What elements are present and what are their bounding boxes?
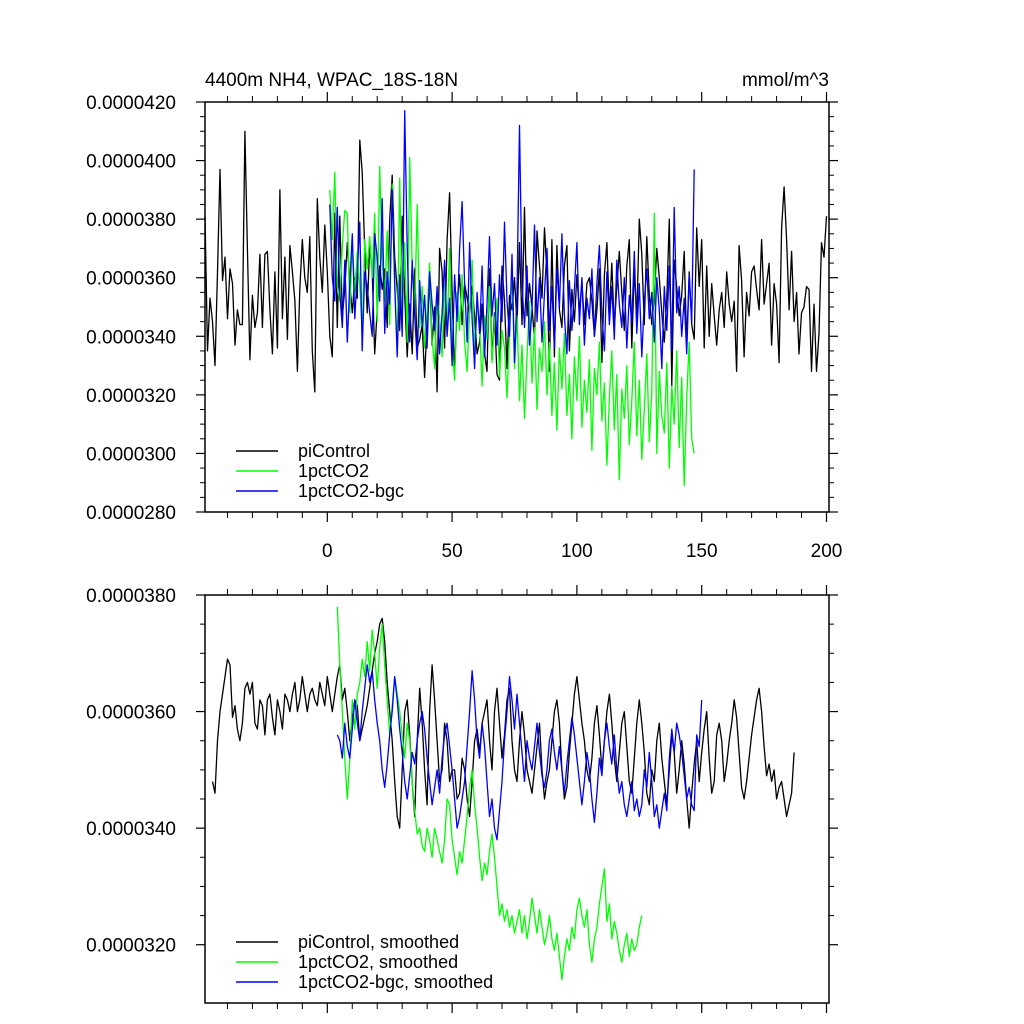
- legend-label: 1pctCO2: [298, 461, 369, 481]
- y-tick-label: 0.0000360: [86, 269, 176, 290]
- top-panel-title: 4400m NH4, WPAC_18S-18N: [205, 70, 458, 91]
- y-tick-label: 0.0000340: [86, 819, 176, 840]
- y-tick-label: 0.0000280: [86, 503, 176, 524]
- y-tick-label: 0.0000400: [86, 152, 176, 173]
- legend-label: 1pctCO2-bgc, smoothed: [298, 972, 493, 992]
- series-line-1pctco2-smoothed: [336, 606, 643, 981]
- y-tick-label: 0.0000340: [86, 327, 176, 348]
- legend-label: 1pctCO2, smoothed: [298, 952, 458, 972]
- series-line-picontrol-smoothed: [211, 617, 795, 829]
- x-tick-label: 100: [561, 541, 593, 562]
- y-tick-label: 0.0000360: [86, 703, 176, 724]
- series-line-1pctco2-bgc-smoothed: [336, 664, 703, 841]
- x-tick-label: 0: [322, 541, 333, 562]
- y-tick-label: 0.0000320: [86, 936, 176, 957]
- y-tick-label: 0.0000320: [86, 386, 176, 407]
- top-panel: 4400m NH4, WPAC_18S-18N mmol/m^3 0.00002…: [86, 70, 842, 562]
- legend-label: piControl: [298, 441, 370, 461]
- y-tick-label: 0.0000380: [86, 586, 176, 607]
- legend-label: 1pctCO2-bgc: [298, 481, 404, 501]
- x-tick-label: 150: [686, 541, 718, 562]
- x-tick-label: 200: [811, 541, 843, 562]
- y-tick-label: 0.0000420: [86, 93, 176, 114]
- bottom-panel: 0.0000320 0.0000340 0.0000360 0.0000380 piC…: [86, 585, 838, 1013]
- top-panel-units: mmol/m^3: [742, 70, 829, 91]
- series-line-picontrol: [204, 130, 828, 393]
- y-tick-label: 0.0000300: [86, 444, 176, 465]
- series-line-1pctco2-bgc: [329, 110, 695, 370]
- legend-label: piControl, smoothed: [298, 932, 459, 952]
- y-tick-label: 0.0000380: [86, 210, 176, 231]
- x-tick-label: 50: [442, 541, 463, 562]
